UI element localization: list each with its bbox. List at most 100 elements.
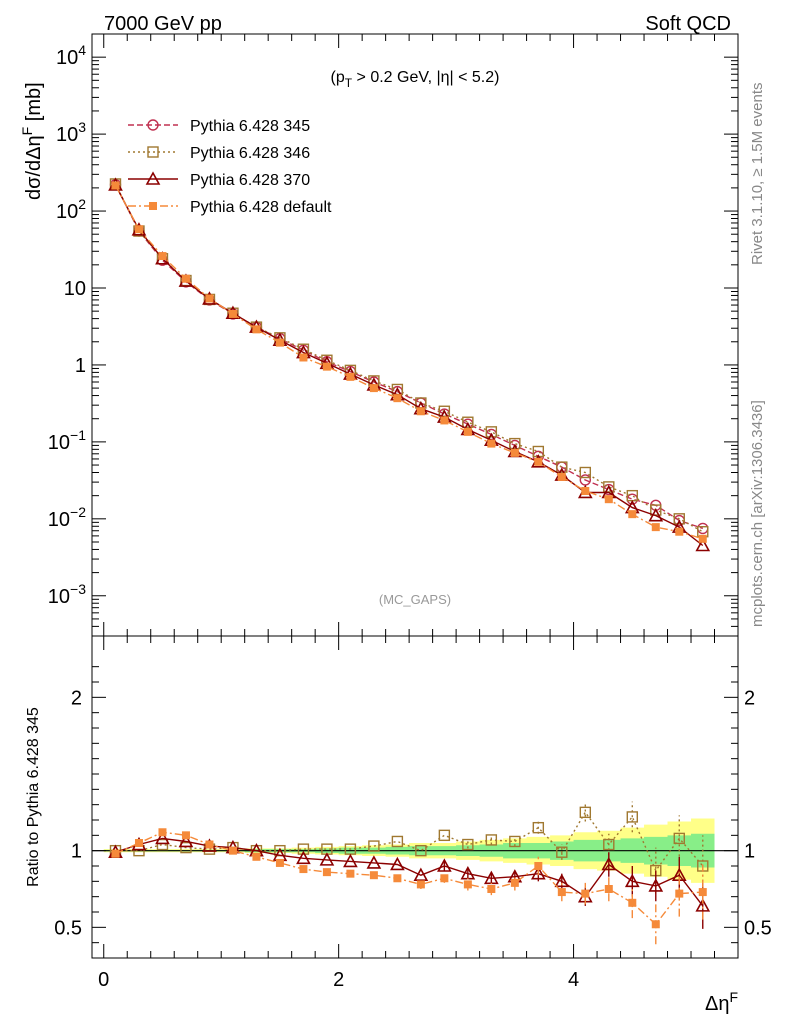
data-point <box>534 457 543 466</box>
x-tick-label: 4 <box>568 969 579 991</box>
ratio-data-point <box>415 844 427 857</box>
ratio-data-point <box>319 852 335 866</box>
ratio-data-point <box>603 838 615 851</box>
ratio-data-point <box>624 873 640 888</box>
ratio-data-point <box>485 834 498 846</box>
ratio-data-point <box>275 858 284 867</box>
ratio-y-tick-label: 0.5 <box>54 917 82 939</box>
data-point <box>181 274 190 283</box>
data-point <box>581 486 590 495</box>
ratio-y-tick-label-right: 1 <box>744 841 755 863</box>
ratio-data-point <box>648 878 664 892</box>
ratio-data-point <box>134 839 143 847</box>
ratio-data-point <box>579 806 592 819</box>
data-point <box>698 534 707 543</box>
data-point <box>252 325 261 334</box>
data-point <box>673 513 685 525</box>
legend-marker <box>147 146 159 158</box>
data-point <box>463 427 472 436</box>
ratio-data-point <box>413 867 429 881</box>
ratio-data-point <box>178 833 194 848</box>
data-point <box>111 181 120 190</box>
ratio-data-point <box>111 849 120 858</box>
header-left-label: 7000 GeV pp <box>104 13 222 35</box>
data-point <box>675 527 684 536</box>
ratio-data-point <box>438 829 451 842</box>
ratio-data-point <box>604 885 613 893</box>
ratio-data-point <box>366 855 382 869</box>
ratio-data-point <box>416 880 425 889</box>
ratio-data-point <box>252 852 261 861</box>
ratio-data-point <box>534 862 543 870</box>
data-point <box>393 394 402 403</box>
cut-label: (pT > 0.2 GeV, |η| < 5.2) <box>331 69 500 90</box>
ratio-data-point <box>626 811 638 823</box>
ratio-plot-frame <box>91 635 739 959</box>
data-point <box>510 448 519 457</box>
ratio-data-point <box>158 828 167 837</box>
data-point <box>275 338 284 347</box>
source-label: mcplots.cern.ch [arXiv:1306.3436] <box>749 400 766 627</box>
rivet-label: Rivet 3.1.10, ≥ 1.5M events <box>749 83 766 266</box>
data-point <box>440 416 449 425</box>
main-plot-frame <box>91 33 739 637</box>
data-point <box>579 466 592 479</box>
ratio-y-tick-label: 1 <box>71 841 82 863</box>
ratio-data-point <box>297 843 310 855</box>
data-point <box>462 416 474 428</box>
data-point <box>485 426 498 438</box>
ratio-data-point <box>296 850 311 865</box>
ratio-y-tick-label-right: 2 <box>744 687 755 709</box>
y-tick-label: 10 <box>64 278 86 300</box>
legend-entry: Pythia 6.428 345 <box>190 118 310 135</box>
ratio-data-point <box>673 832 685 845</box>
ratio-data-point <box>581 889 590 898</box>
ratio-data-point <box>228 846 237 855</box>
legend-marker <box>147 119 159 131</box>
legend-entry: Pythia 6.428 default <box>190 199 332 216</box>
data-point <box>557 472 566 481</box>
data-point <box>416 407 425 416</box>
x-tick-label: 0 <box>98 969 109 991</box>
ratio-data-point <box>532 821 545 834</box>
ratio-data-point <box>343 853 358 868</box>
ratio-data-point <box>346 869 355 878</box>
ratio-data-point <box>510 878 519 887</box>
data-point <box>134 225 143 234</box>
legend: Pythia 6.428 345 Pythia 6.428 346 Pythia 6… <box>128 118 332 216</box>
series-line <box>114 183 704 533</box>
ratio-data-point <box>299 865 308 874</box>
ratio-data-point <box>556 846 568 858</box>
ratio-data-point <box>390 856 405 871</box>
ratio-data-point <box>369 871 378 880</box>
ratio-plot-panel: 2 2 1 1 0.5 0.5 0 2 4 Ratio to Pythia 6.428 345 Δη… <box>25 635 772 1015</box>
ratio-y-tick-label-right: 0.5 <box>744 917 772 939</box>
x-tick-label: 2 <box>333 969 344 991</box>
data-point <box>205 294 214 303</box>
data-point <box>604 495 613 504</box>
data-point <box>322 362 331 371</box>
ratio-data-point <box>440 874 449 883</box>
ratio-data-point <box>554 873 570 888</box>
y-tick-label: 10−3 <box>48 581 86 608</box>
data-point <box>556 461 568 473</box>
series-line <box>114 184 704 530</box>
data-point <box>509 437 521 450</box>
ratio-data-point <box>393 874 402 883</box>
data-point <box>648 507 664 522</box>
ratio-data-point <box>698 888 707 897</box>
data-point <box>369 384 378 393</box>
ratio-data-point <box>530 865 546 880</box>
legend-entry: Pythia 6.428 370 <box>190 172 310 189</box>
ratio-data-point <box>463 880 472 889</box>
data-point <box>299 353 308 362</box>
ratio-series-line <box>115 831 703 926</box>
legend-entry: Pythia 6.428 346 <box>190 145 310 162</box>
ratio-data-point <box>156 838 169 851</box>
data-point <box>228 309 237 318</box>
ratio-data-point <box>695 898 711 912</box>
legend-marker <box>149 202 157 210</box>
x-axis-label: ΔηF <box>705 989 738 1015</box>
legend-marker <box>145 171 161 185</box>
ratio-data-point <box>601 856 617 871</box>
